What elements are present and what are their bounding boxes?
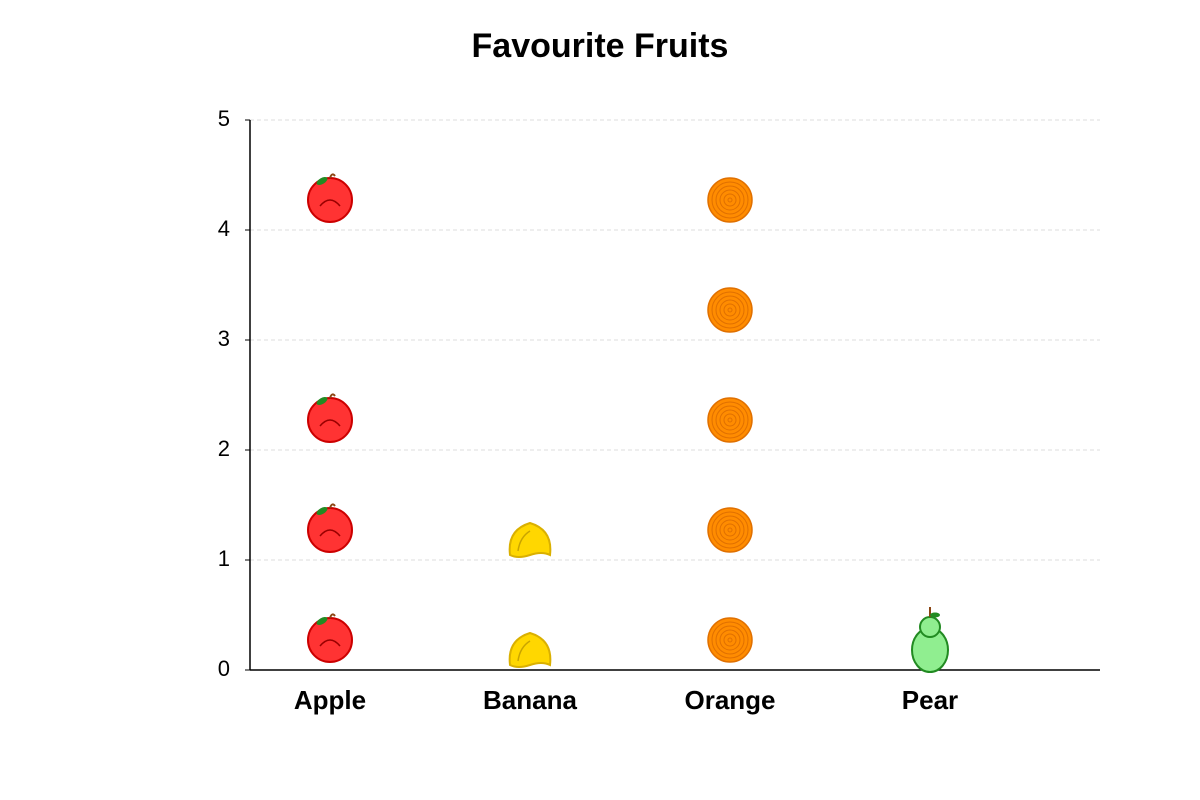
fruit-icon: [307, 173, 353, 223]
y-tick-label: 4: [218, 216, 230, 241]
orange-ring: [727, 417, 733, 423]
orange-ring: [719, 629, 741, 651]
fruit-icon: [707, 287, 753, 333]
orange-ring: [707, 177, 753, 223]
fruit-icon: [508, 521, 552, 558]
pear-top: [919, 616, 941, 638]
y-tick-label: 5: [218, 106, 230, 131]
fruit-icon: [508, 631, 552, 668]
y-tick-label: 3: [218, 326, 230, 351]
pear-leaf: [930, 612, 940, 618]
orange-ring: [715, 295, 745, 325]
chart-title: Favourite Fruits: [472, 27, 729, 65]
apple-arc: [319, 529, 341, 537]
orange-ring: [723, 193, 737, 207]
fruit-icon: [707, 397, 753, 443]
orange-ring: [707, 507, 753, 553]
apple-leaf: [316, 177, 328, 185]
fruit-icon: [707, 177, 753, 223]
apple-stem: [329, 173, 336, 179]
orange-ring: [723, 303, 737, 317]
x-tick-label: Apple: [294, 685, 366, 715]
orange-ring: [711, 181, 749, 219]
orange-ring: [719, 409, 741, 431]
orange-ring: [719, 189, 741, 211]
orange-ring: [719, 299, 741, 321]
orange-ring: [715, 185, 745, 215]
orange-ring: [723, 633, 737, 647]
orange-ring: [727, 197, 733, 203]
banana-line: [517, 640, 531, 662]
fruit-icon: [707, 617, 753, 663]
orange-ring: [719, 519, 741, 541]
apple-arc: [319, 639, 341, 647]
orange-ring: [727, 637, 733, 643]
banana-body: [508, 631, 552, 668]
apple-leaf: [316, 507, 328, 515]
orange-ring: [723, 523, 737, 537]
orange-ring: [707, 287, 753, 333]
x-tick-label: Orange: [684, 685, 775, 715]
fruit-icon: [307, 503, 353, 553]
fruit-icon: [911, 607, 949, 673]
orange-ring: [707, 617, 753, 663]
orange-ring: [711, 621, 749, 659]
orange-ring: [711, 291, 749, 329]
banana-body: [508, 521, 552, 558]
orange-ring: [715, 515, 745, 545]
orange-ring: [723, 413, 737, 427]
apple-stem: [329, 613, 336, 619]
apple-arc: [319, 199, 341, 207]
apple-leaf: [316, 397, 328, 405]
orange-ring: [715, 625, 745, 655]
y-tick-label: 0: [218, 656, 230, 681]
orange-ring: [711, 401, 749, 439]
apple-leaf: [316, 617, 328, 625]
orange-ring: [727, 307, 733, 313]
y-tick-label: 2: [218, 436, 230, 461]
fruit-icon: [307, 613, 353, 663]
apple-arc: [319, 419, 341, 427]
fruit-icon: [307, 393, 353, 443]
orange-ring: [711, 511, 749, 549]
orange-ring: [715, 405, 745, 435]
x-tick-label: Pear: [902, 685, 958, 715]
banana-line: [517, 530, 531, 552]
y-tick-label: 1: [218, 546, 230, 571]
fruit-icon: [707, 507, 753, 553]
x-tick-label: Banana: [483, 685, 577, 715]
orange-ring: [707, 397, 753, 443]
apple-stem: [329, 393, 336, 399]
apple-stem: [329, 503, 336, 509]
orange-ring: [727, 527, 733, 533]
